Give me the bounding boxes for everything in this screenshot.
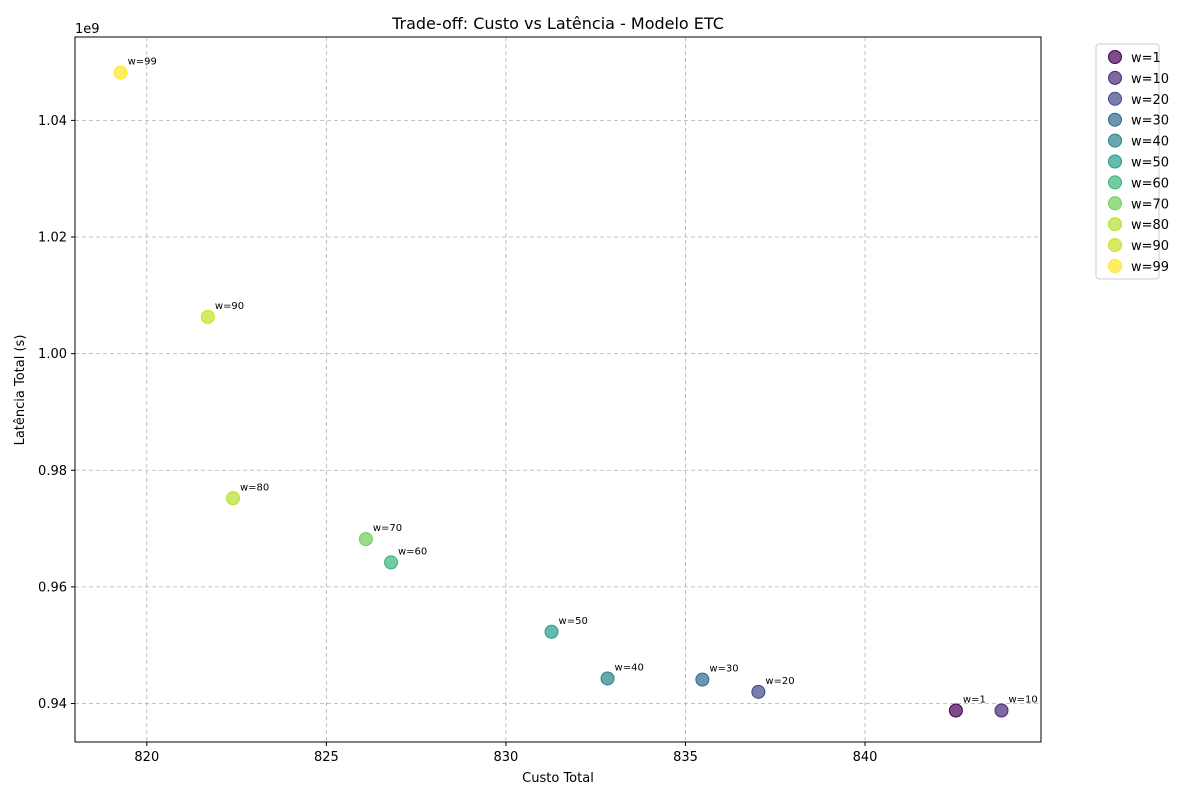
x-axis-label: Custo Total (522, 771, 594, 786)
data-points (113, 65, 1009, 718)
point-labels: w=1 w=10 w=20 w=30 w=40 w=50 w=60 w=70 w=80 w=90 w… (128, 57, 1038, 706)
point-label: w=20 (765, 676, 794, 687)
plot-area-frame (74, 36, 1042, 743)
data-point (358, 532, 373, 547)
legend-marker (1108, 50, 1122, 64)
legend-label: w=20 (1131, 93, 1169, 108)
data-point (113, 65, 128, 80)
legend-label: w=70 (1131, 197, 1169, 212)
legend-marker (1108, 259, 1122, 273)
data-point (600, 671, 615, 686)
point-label: w=99 (128, 57, 157, 68)
data-point (948, 703, 963, 718)
legend-marker (1108, 133, 1122, 148)
point-label: w=1 (963, 695, 986, 706)
legend-label: w=10 (1131, 72, 1169, 87)
y-tick-label: 0.96 (38, 580, 67, 595)
legend-marker (1108, 175, 1122, 190)
point-label: w=90 (215, 301, 244, 312)
x-tick-label: 820 (134, 750, 159, 765)
data-point (751, 684, 766, 699)
y-axis-offset-label: 1e9 (75, 22, 100, 37)
y-tick-label: 1.04 (38, 114, 67, 129)
x-tick-label: 825 (314, 750, 339, 765)
legend-label: w=40 (1131, 135, 1169, 150)
data-point (226, 491, 241, 506)
point-label: w=60 (398, 546, 427, 557)
x-tick-label: 830 (494, 750, 519, 765)
y-tick-label: 0.98 (38, 464, 67, 479)
data-point (200, 309, 215, 324)
data-point (544, 624, 559, 639)
y-axis-ticks: 0.94 0.96 0.98 1.00 1.02 1.04 (38, 114, 75, 712)
legend-marker (1108, 112, 1122, 127)
y-tick-label: 1.02 (38, 231, 67, 246)
legend-marker (1108, 217, 1122, 232)
point-label: w=80 (240, 482, 269, 493)
chart-title: Trade-off: Custo vs Latência - Modelo ET… (391, 14, 724, 33)
legend-label: w=99 (1131, 260, 1169, 275)
legend-label: w=80 (1131, 218, 1169, 233)
data-point (695, 672, 710, 687)
point-label: w=30 (709, 664, 738, 675)
grid-lines (75, 37, 1041, 742)
legend-marker (1108, 196, 1122, 211)
point-label: w=10 (1008, 695, 1037, 706)
legend-marker (1108, 70, 1122, 85)
legend: w=1 w=10 w=20 w=30 w=40 w=50 w=60 w=70 w=80 w=90 w… (1095, 43, 1169, 280)
x-tick-label: 835 (673, 750, 698, 765)
legend-marker (1108, 154, 1122, 169)
point-label: w=40 (615, 662, 644, 673)
y-tick-label: 0.94 (38, 697, 67, 712)
y-axis-label: Latência Total (s) (13, 335, 28, 446)
legend-label: w=50 (1131, 156, 1169, 171)
point-label: w=50 (559, 616, 588, 627)
legend-marker (1108, 91, 1122, 106)
x-tick-label: 840 (853, 750, 878, 765)
legend-label: w=60 (1131, 176, 1169, 191)
data-point (994, 703, 1009, 718)
legend-label: w=30 (1131, 114, 1169, 129)
x-axis-ticks: 820 825 830 835 840 (134, 742, 877, 765)
legend-label: w=90 (1131, 239, 1169, 254)
point-label: w=70 (373, 523, 402, 534)
legend-marker (1108, 238, 1122, 253)
data-point (384, 555, 399, 570)
legend-label: w=1 (1131, 51, 1161, 66)
y-tick-label: 1.00 (38, 347, 67, 362)
